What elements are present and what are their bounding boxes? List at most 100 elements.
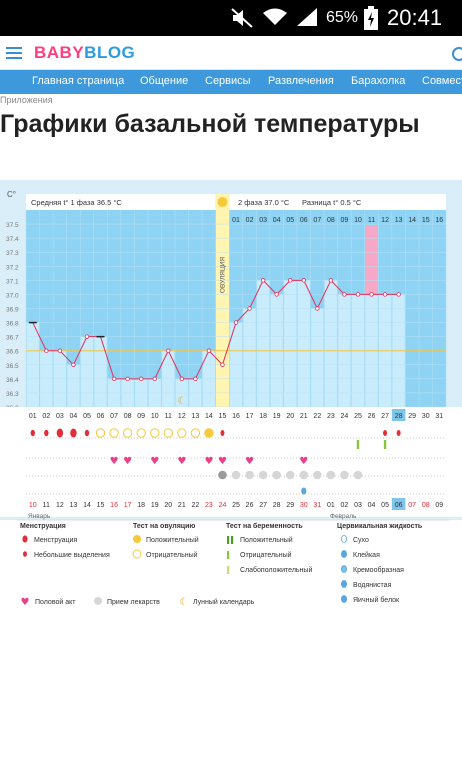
cycle-day-label: 31 xyxy=(435,413,443,420)
legend-cervical-icon xyxy=(340,565,347,573)
y-tick-label: 36.4 xyxy=(6,377,19,384)
temperature-point xyxy=(152,376,157,382)
cycle-day-label: 09 xyxy=(137,413,145,420)
diff-label: Разница t° 0.5 °C xyxy=(302,198,362,207)
calendar-date-label: 22 xyxy=(191,502,199,509)
calendar-date-label: 13 xyxy=(70,502,78,509)
phase2-header-band xyxy=(229,194,447,210)
site-logo[interactable]: BABYBLOG xyxy=(34,43,136,62)
calendar-date-label: 08 xyxy=(422,502,430,509)
ovulation-test-negative-icon xyxy=(95,428,106,438)
phase2-day-label: 05 xyxy=(286,217,294,224)
egg-white-drop-icon xyxy=(301,487,307,495)
cycle-day-label: 07 xyxy=(110,413,118,420)
cycle-day-label: 27 xyxy=(381,413,389,420)
calendar-date-label: 28 xyxy=(273,502,281,509)
legend-bg xyxy=(0,520,462,614)
phase2-day-label: 12 xyxy=(381,217,389,224)
cycle-day-label: 03 xyxy=(56,413,64,420)
mute-icon xyxy=(231,8,253,28)
bbt-chart-panel: C° 37.5 37.4 37.3 37.2 37.1 37.0 36.9 36.8 36.7 36… xyxy=(0,180,462,614)
cycle-day-label: 20 xyxy=(286,413,294,420)
temperature-point xyxy=(274,292,279,297)
legend-pregnancy-icon xyxy=(227,551,230,559)
menstruation-drop-icon xyxy=(30,429,35,437)
temperature-point xyxy=(247,306,252,311)
menstruation-drop-icon xyxy=(56,428,64,438)
temperature-bar xyxy=(283,280,297,407)
y-tick-label: 37.4 xyxy=(6,236,19,243)
nav-item-home[interactable]: Главная страница xyxy=(32,75,125,87)
calendar-date-label: 31 xyxy=(313,502,321,509)
legend-menstruation-icon xyxy=(22,535,28,543)
calendar-date-label: 02 xyxy=(341,502,349,509)
phase2-day-label: 06 xyxy=(300,217,308,224)
y-tick-label: 37.0 xyxy=(6,292,19,299)
nav-item-joint[interactable]: Совместные xyxy=(422,75,462,87)
phase2-day-label: 14 xyxy=(408,217,416,224)
intercourse-heart-icon: ♥ xyxy=(123,456,132,467)
nav-item-communication[interactable]: Общение xyxy=(140,75,189,87)
phase2-day-label: 04 xyxy=(273,217,281,224)
temperature-point xyxy=(382,292,388,297)
temperature-point xyxy=(233,320,239,325)
cycle-day-label: 22 xyxy=(313,413,321,420)
cycle-day-label: 18 xyxy=(259,413,267,420)
legend-cervical-icon xyxy=(340,550,347,558)
ovulation-sun-icon xyxy=(217,197,228,207)
medication-icon xyxy=(285,470,295,480)
legend-pregnancy-icon xyxy=(227,566,230,574)
legend-label: Отрицательный xyxy=(240,551,292,559)
calendar-date-label: 07 xyxy=(408,502,416,509)
nav-item-flea-market[interactable]: Барахолка xyxy=(351,75,406,87)
legend-label: Водянистая xyxy=(353,582,392,589)
temperature-point xyxy=(179,376,185,382)
clock: 20:41 xyxy=(387,5,443,30)
hamburger-menu-icon[interactable] xyxy=(6,47,22,59)
y-tick-label: 36.5 xyxy=(6,363,19,370)
cycle-day-label: 04 xyxy=(70,413,78,420)
cycle-day-label: 11 xyxy=(165,413,172,420)
cycle-day-label: 12 xyxy=(178,413,186,420)
battery-percent: 65% xyxy=(326,9,359,26)
legend-pregnancy-icon xyxy=(227,536,230,544)
y-tick-label: 36.6 xyxy=(6,349,19,356)
phase2-day-label: 15 xyxy=(422,217,430,224)
cycle-day-label: 01 xyxy=(29,413,37,420)
temperature-bar xyxy=(311,308,324,407)
legend-label: Слабоположительный xyxy=(240,566,312,574)
spotting-drop-icon xyxy=(220,430,225,436)
temperature-point xyxy=(355,292,361,297)
temperature-point xyxy=(288,278,293,283)
medication-icon xyxy=(218,470,227,480)
nav-item-services[interactable]: Сервисы xyxy=(205,75,251,87)
phase2-day-label: 16 xyxy=(435,217,443,224)
breadcrumb[interactable]: Приложения xyxy=(0,95,53,105)
temperature-point xyxy=(342,292,347,297)
temperature-point xyxy=(111,376,117,382)
intercourse-heart-icon: ♥ xyxy=(245,456,254,467)
calendar-date-label: 24 xyxy=(219,502,227,509)
medication-icon xyxy=(340,470,349,480)
legend-title: Тест на овуляцию xyxy=(133,523,195,530)
nav-item-entertainment[interactable]: Развлечения xyxy=(268,75,334,87)
legend-spotting-icon xyxy=(23,551,27,557)
cycle-day-label: 30 xyxy=(422,413,430,420)
temperature-bar xyxy=(94,336,107,407)
y-tick-label: 36.7 xyxy=(6,335,19,342)
temperature-point xyxy=(71,362,76,367)
calendar-date-label: 20 xyxy=(164,502,172,509)
page-title: Графики базальной температуры xyxy=(0,110,420,138)
user-icon[interactable] xyxy=(452,47,462,61)
legend-ovulation-positive-icon xyxy=(133,535,141,543)
temperature-bar xyxy=(324,280,338,407)
calendar-date-label: 06 xyxy=(395,502,403,509)
ovulation-test-negative-icon xyxy=(190,428,201,438)
legend-ovulation-negative-icon xyxy=(132,549,142,559)
temperature-bar xyxy=(243,308,256,407)
menstruation-drop-icon xyxy=(84,429,90,437)
menstruation-drop-icon xyxy=(44,429,49,437)
temperature-bar xyxy=(67,364,80,407)
y-tick-label: 36.3 xyxy=(6,391,19,398)
legend-label: Лунный календарь xyxy=(193,598,255,606)
